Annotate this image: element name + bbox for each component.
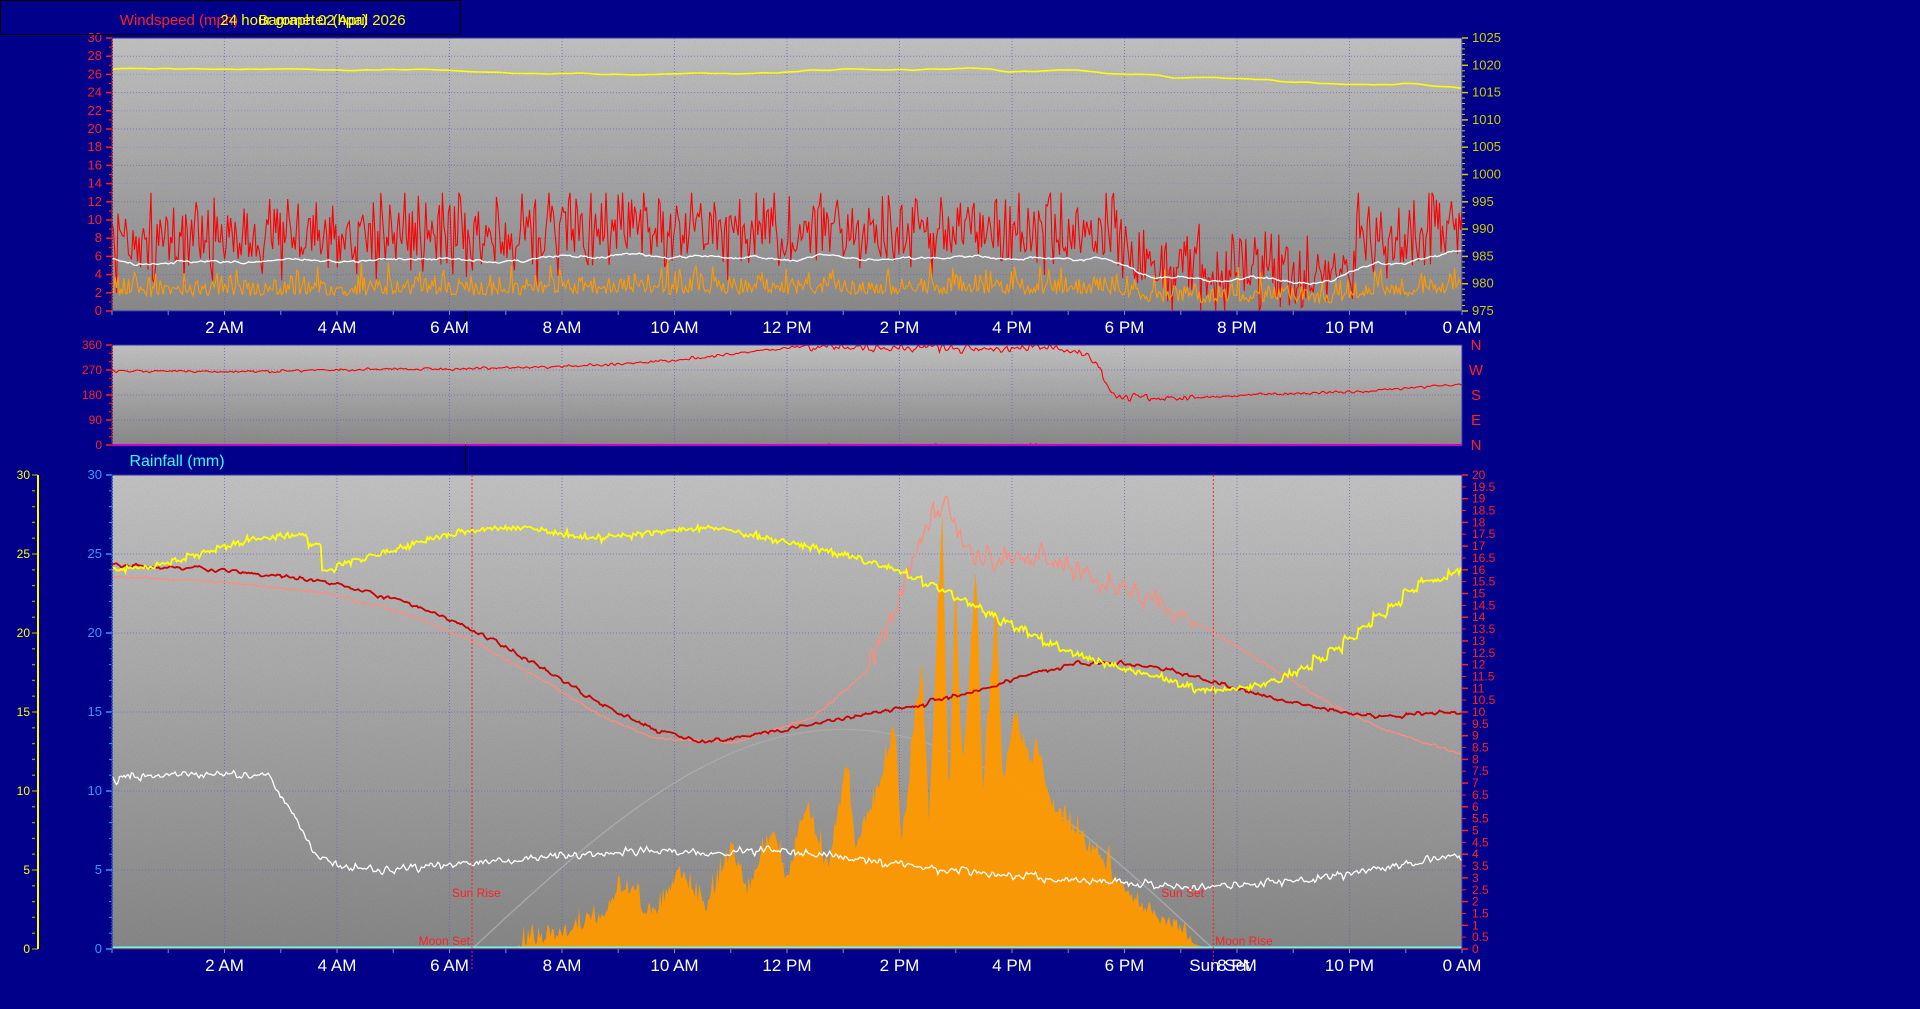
svg-text:12: 12 <box>88 194 102 209</box>
svg-text:19.5: 19.5 <box>1472 480 1496 494</box>
svg-text:N: N <box>1471 437 1482 454</box>
svg-text:25: 25 <box>88 546 102 561</box>
svg-text:30: 30 <box>88 30 102 45</box>
svg-text:Barometer (hpa): Barometer (hpa) <box>258 12 367 29</box>
svg-text:1000: 1000 <box>1472 167 1501 182</box>
svg-text:18: 18 <box>88 139 102 154</box>
svg-text:20: 20 <box>17 626 31 640</box>
svg-text:0: 0 <box>95 438 102 452</box>
svg-text:180: 180 <box>82 388 102 402</box>
svg-text:0: 0 <box>23 942 30 956</box>
svg-text:1020: 1020 <box>1472 57 1501 72</box>
svg-text:4.5: 4.5 <box>1472 835 1489 849</box>
svg-text:30: 30 <box>17 468 31 482</box>
svg-text:W: W <box>1469 362 1484 379</box>
svg-text:8 AM: 8 AM <box>543 956 582 975</box>
svg-text:4: 4 <box>95 267 102 282</box>
svg-text:8 AM: 8 AM <box>543 318 582 337</box>
svg-text:Sun Set: Sun Set <box>1161 886 1204 900</box>
svg-text:20: 20 <box>88 625 102 640</box>
svg-text:985: 985 <box>1472 248 1494 263</box>
svg-text:4 AM: 4 AM <box>318 318 357 337</box>
svg-text:90: 90 <box>89 413 103 427</box>
svg-text:10 AM: 10 AM <box>650 318 698 337</box>
svg-text:12 PM: 12 PM <box>762 318 811 337</box>
svg-text:995: 995 <box>1472 194 1494 209</box>
svg-text:0 AM: 0 AM <box>1443 318 1482 337</box>
svg-text:15: 15 <box>17 705 31 719</box>
svg-text:2 PM: 2 PM <box>880 956 920 975</box>
svg-text:8: 8 <box>1472 752 1479 766</box>
svg-text:N: N <box>1471 337 1482 354</box>
svg-text:10: 10 <box>88 212 102 227</box>
svg-text:24: 24 <box>88 85 102 100</box>
svg-text:16: 16 <box>88 157 102 172</box>
svg-text:980: 980 <box>1472 276 1494 291</box>
svg-text:4 PM: 4 PM <box>992 318 1032 337</box>
svg-text:4 PM: 4 PM <box>992 956 1032 975</box>
svg-text:6 PM: 6 PM <box>1105 956 1145 975</box>
svg-text:10 PM: 10 PM <box>1325 318 1374 337</box>
svg-text:10: 10 <box>17 784 31 798</box>
svg-text:Sun Set: Sun Set <box>1189 956 1250 975</box>
svg-text:2: 2 <box>95 285 102 300</box>
svg-text:3: 3 <box>1472 871 1479 885</box>
svg-text:S: S <box>1471 387 1481 404</box>
svg-text:0 AM: 0 AM <box>1443 956 1482 975</box>
svg-text:12 PM: 12 PM <box>762 956 811 975</box>
svg-text:13: 13 <box>1472 634 1486 648</box>
svg-text:1025: 1025 <box>1472 30 1501 45</box>
svg-text:5: 5 <box>23 863 30 877</box>
svg-text:8 PM: 8 PM <box>1217 318 1257 337</box>
svg-text:1015: 1015 <box>1472 85 1501 100</box>
svg-text:Moon Rise: Moon Rise <box>1215 934 1273 948</box>
svg-text:Rainfall (mm): Rainfall (mm) <box>129 453 224 470</box>
svg-text:20: 20 <box>1472 468 1486 482</box>
svg-text:0: 0 <box>95 303 102 318</box>
svg-text:14: 14 <box>88 176 102 191</box>
svg-text:2 AM: 2 AM <box>205 956 244 975</box>
svg-text:6 PM: 6 PM <box>1105 318 1145 337</box>
svg-text:6 AM: 6 AM <box>430 318 469 337</box>
svg-text:10 AM: 10 AM <box>650 956 698 975</box>
svg-text:6: 6 <box>95 248 102 263</box>
svg-text:10 PM: 10 PM <box>1325 956 1374 975</box>
svg-text:2 PM: 2 PM <box>880 318 920 337</box>
svg-text:20: 20 <box>88 121 102 136</box>
svg-text:1010: 1010 <box>1472 112 1501 127</box>
svg-text:18: 18 <box>1472 515 1486 529</box>
svg-text:975: 975 <box>1472 303 1494 318</box>
svg-text:5: 5 <box>95 862 102 877</box>
svg-text:10: 10 <box>88 783 102 798</box>
svg-text:25: 25 <box>17 547 31 561</box>
svg-text:2 AM: 2 AM <box>205 318 244 337</box>
svg-text:Sun Rise: Sun Rise <box>452 886 501 900</box>
svg-text:9.5: 9.5 <box>1472 717 1489 731</box>
svg-text:0: 0 <box>95 941 102 956</box>
svg-text:990: 990 <box>1472 221 1494 236</box>
svg-text:Moon Set: Moon Set <box>419 934 471 948</box>
svg-text:270: 270 <box>82 363 102 377</box>
svg-text:30: 30 <box>88 467 102 482</box>
svg-text:8: 8 <box>95 230 102 245</box>
svg-text:6 AM: 6 AM <box>430 956 469 975</box>
svg-text:14.5: 14.5 <box>1472 598 1496 612</box>
svg-text:15: 15 <box>88 704 102 719</box>
svg-text:1005: 1005 <box>1472 139 1501 154</box>
svg-text:E: E <box>1471 412 1481 429</box>
svg-text:360: 360 <box>82 338 102 352</box>
svg-text:22: 22 <box>88 103 102 118</box>
svg-text:4 AM: 4 AM <box>318 956 357 975</box>
svg-text:28: 28 <box>88 48 102 63</box>
svg-text:26: 26 <box>88 66 102 81</box>
